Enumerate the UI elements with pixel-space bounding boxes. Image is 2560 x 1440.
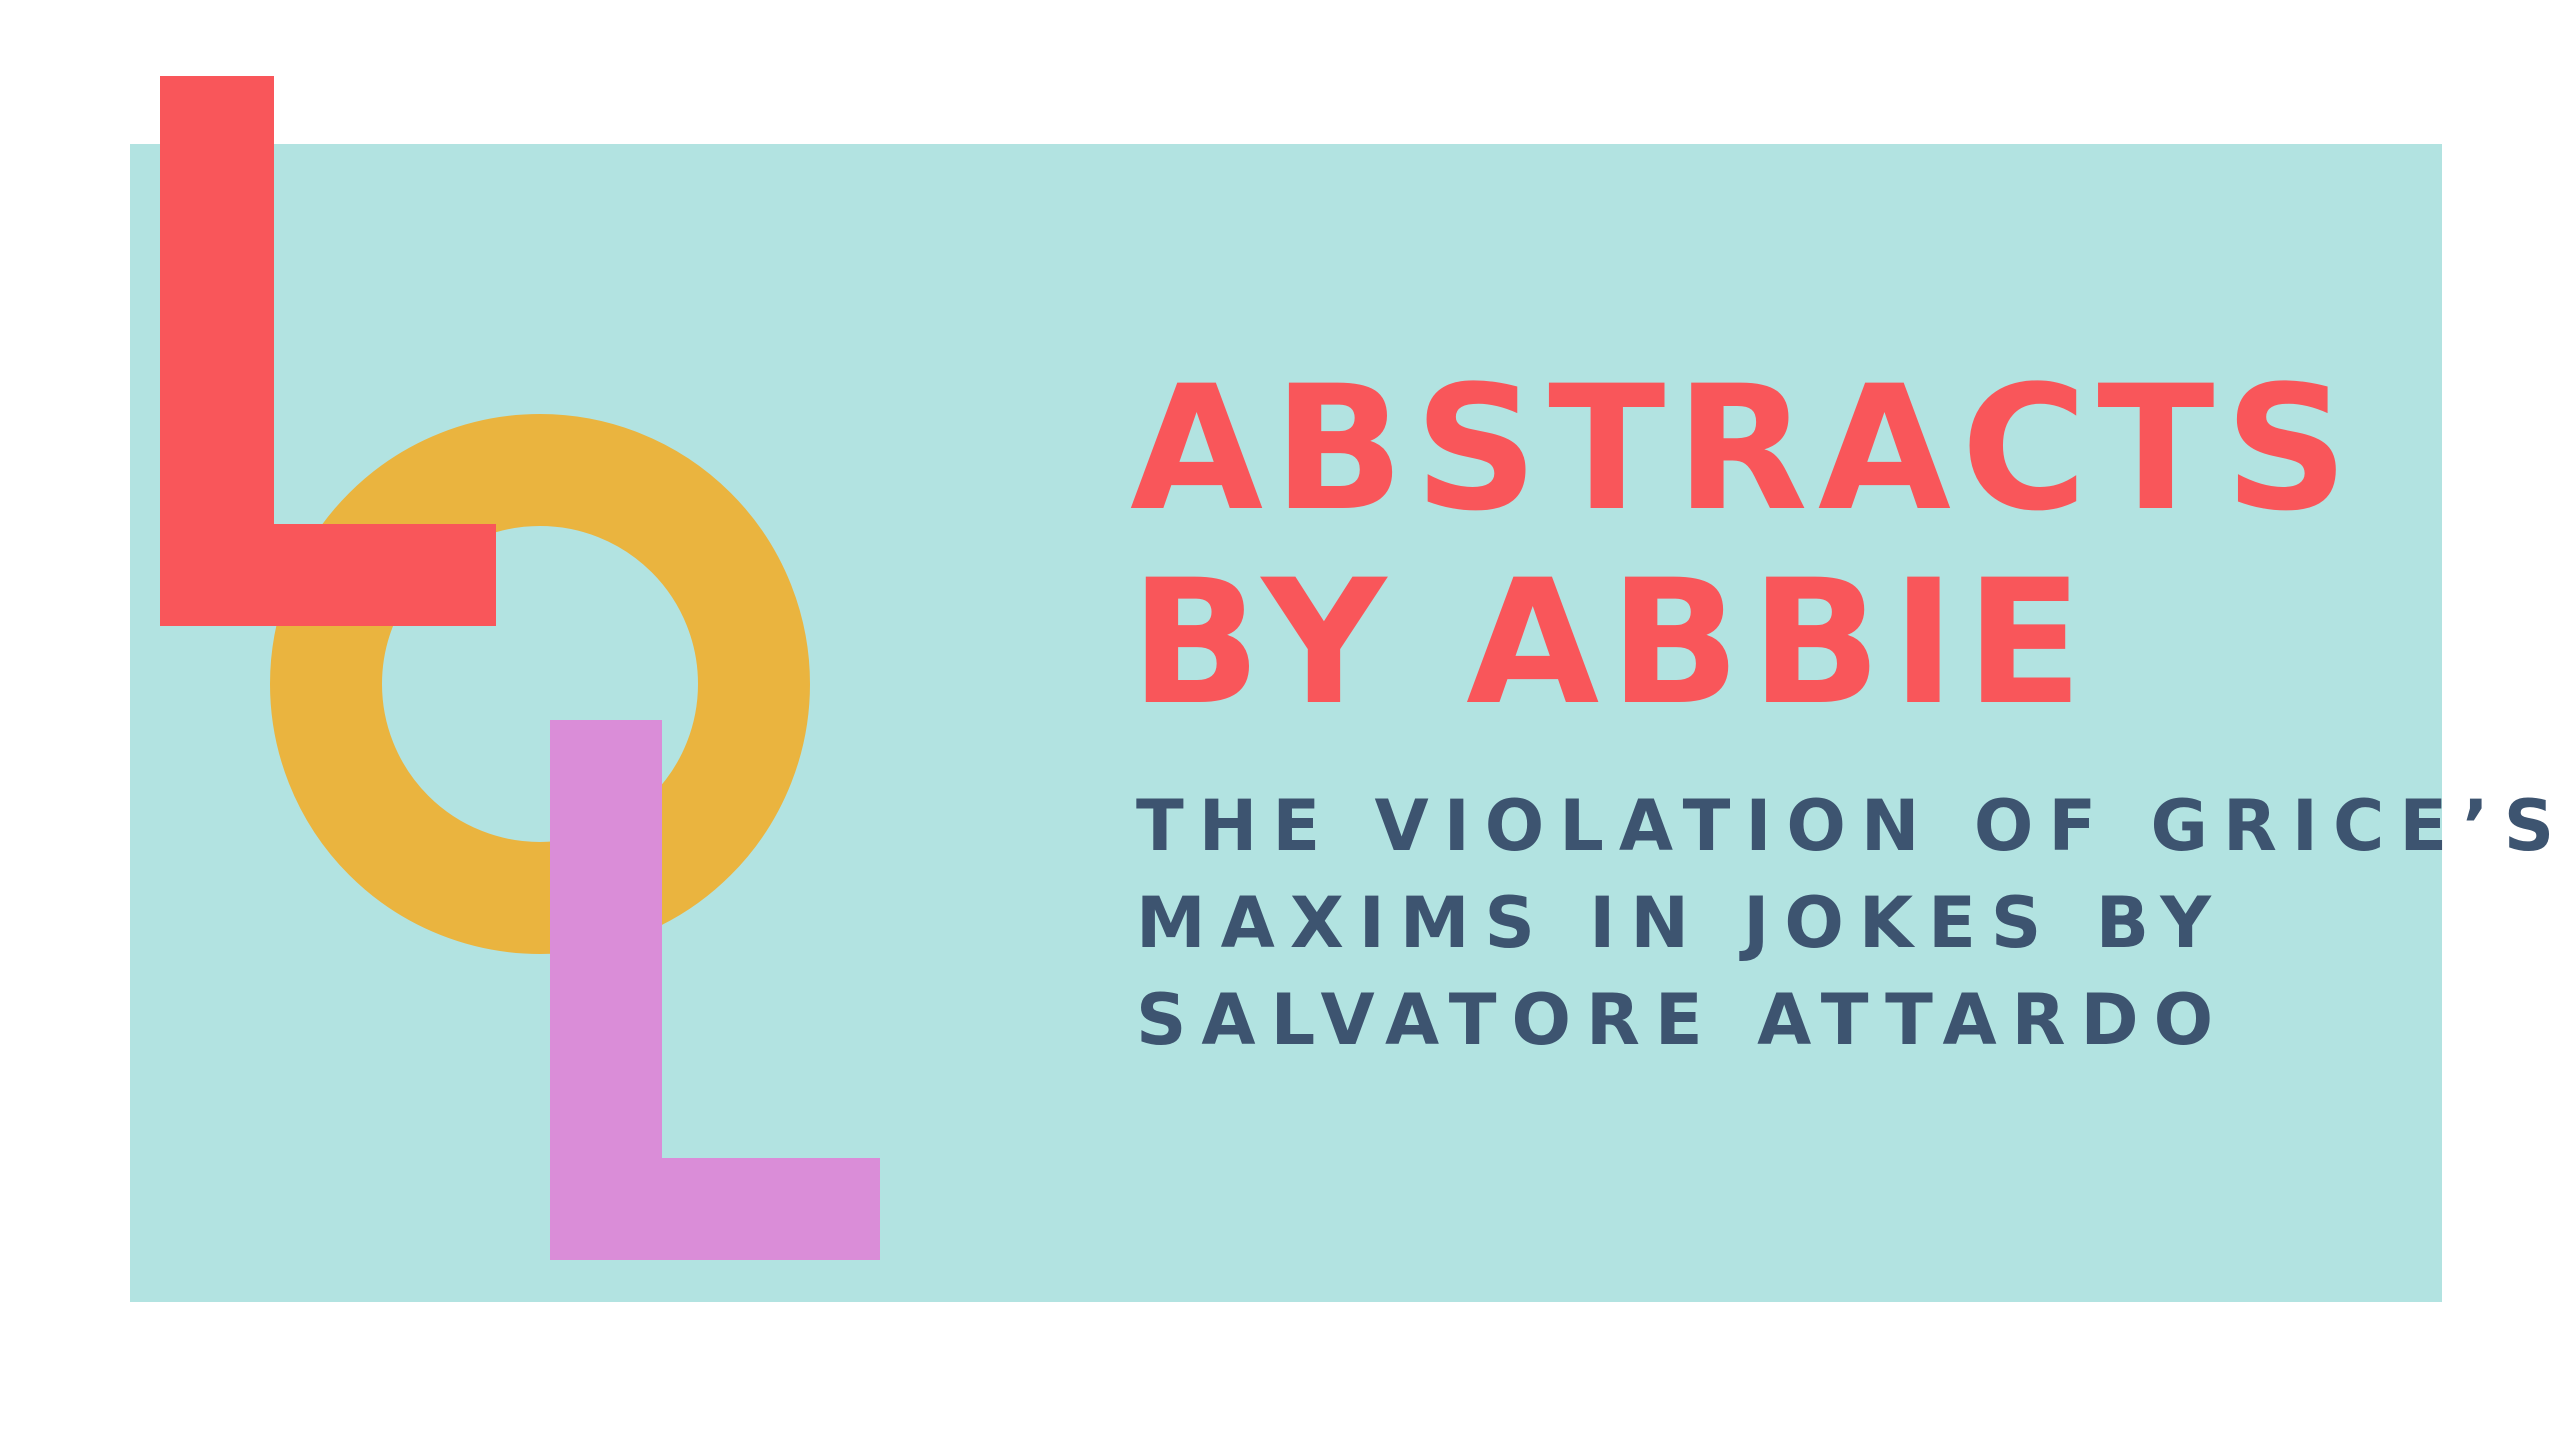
subtitle-line-1: THE VIOLATION OF GRICE’S — [1136, 785, 2560, 867]
title-line-2: BY ABBIE — [1130, 542, 2093, 743]
logo-letter-o — [270, 414, 810, 954]
subtitle: THE VIOLATION OF GRICE’S MAXIMS IN JOKES… — [1136, 778, 2560, 1069]
background-panel — [130, 144, 2442, 1302]
subtitle-line-3: SALVATORE ATTARDO — [1136, 979, 2229, 1061]
logo-letter-l-top — [160, 76, 496, 626]
logo-letter-l-bottom — [550, 720, 880, 1260]
page-title: ABSTRACTS BY ABBIE — [1130, 352, 2430, 740]
title-line-1: ABSTRACTS — [1130, 348, 2359, 549]
subtitle-line-2: MAXIMS IN JOKES BY — [1136, 882, 2226, 964]
